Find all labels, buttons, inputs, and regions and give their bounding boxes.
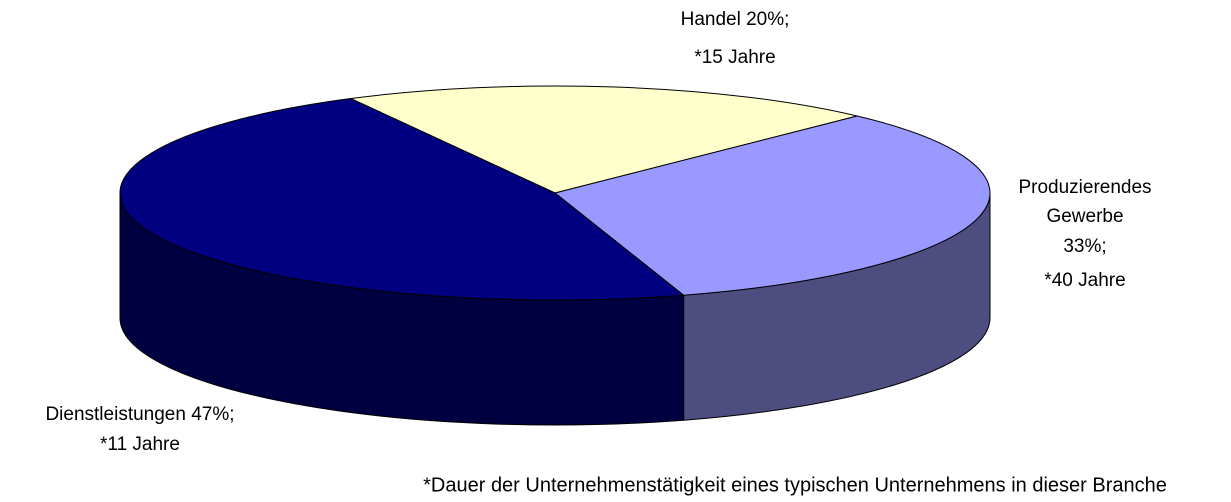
data-label: Gewerbe: [1046, 206, 1123, 227]
data-label: 33%;: [1063, 236, 1106, 257]
data-label: *11 Jahre: [100, 434, 180, 455]
slice: [350, 85, 858, 194]
data-label: *40 Jahre: [1044, 270, 1125, 291]
data-label: Produzierendes: [1018, 177, 1151, 198]
data-label: *15 Jahre: [694, 47, 775, 68]
slice: [554, 115, 991, 296]
data-label: Handel 20%;: [681, 9, 790, 30]
data-label: Dienstleistungen 47%;: [45, 404, 234, 425]
slice: [119, 98, 685, 301]
pie: [119, 85, 991, 426]
footnote: *Dauer der Unternehmenstätigkeit eines t…: [423, 474, 1167, 496]
